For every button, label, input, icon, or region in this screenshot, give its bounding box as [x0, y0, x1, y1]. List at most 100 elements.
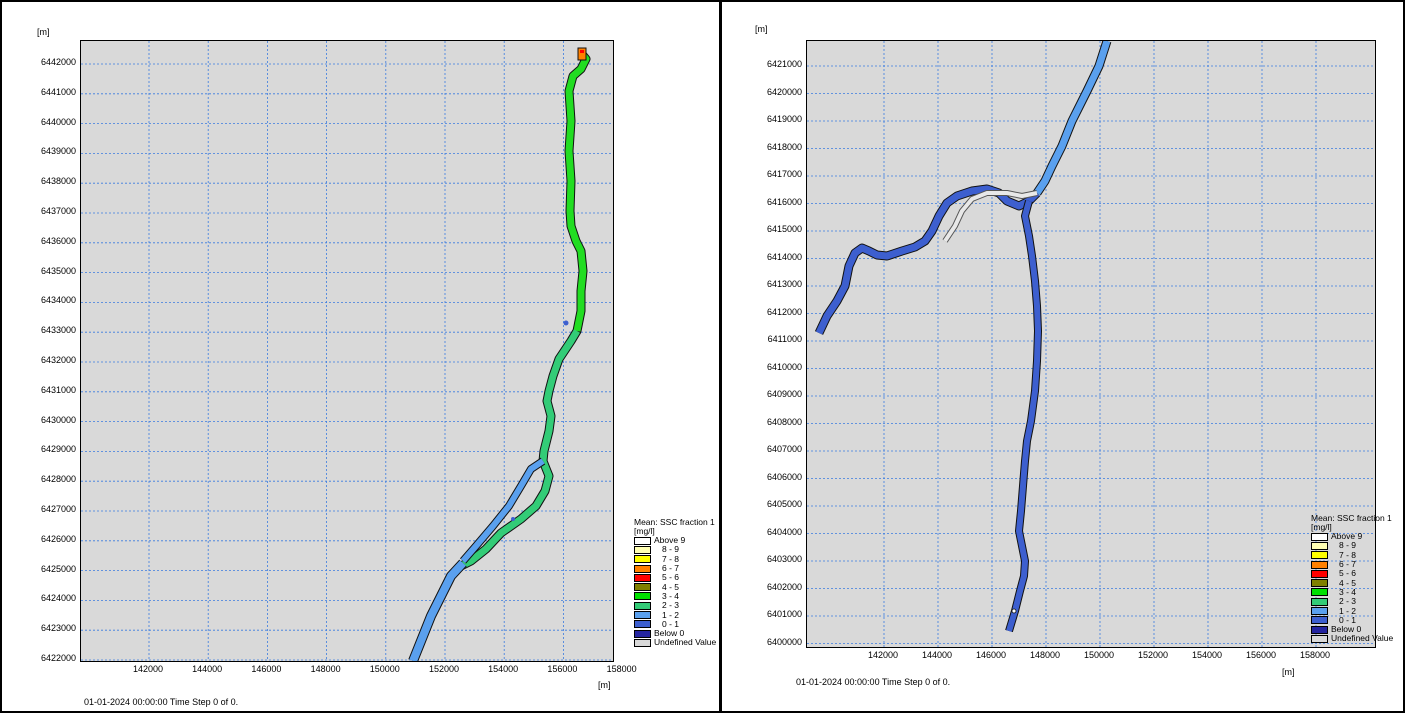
- legend-swatch: [634, 564, 651, 573]
- legend-item: Undefined Value: [634, 638, 716, 647]
- legend-label: Above 9: [1331, 531, 1363, 542]
- legend-item: 7 - 8: [1311, 549, 1393, 560]
- y-tick-label: 6432000: [40, 355, 76, 365]
- legend-item: Undefined Value: [1311, 634, 1393, 643]
- y-tick-label: 6429000: [40, 444, 76, 455]
- y-tick-label: 6414000: [766, 251, 802, 262]
- map-panel-left: [m] 6442000 6441000 6440000 6439000 6438000 6…: [0, 0, 721, 713]
- y-tick-label: 6404000: [766, 526, 802, 537]
- legend-item: 7 - 8: [634, 554, 716, 564]
- legend-item: Below 0: [1311, 625, 1393, 634]
- x-tick-label: 158000: [606, 664, 637, 674]
- river-map-left: [81, 41, 613, 661]
- legend-swatch: [634, 592, 651, 601]
- y-tick-label: 6434000: [40, 295, 76, 306]
- y-tick-label: 6439000: [40, 146, 76, 157]
- legend-swatch: [1311, 560, 1328, 569]
- legend-item: Above 9: [1311, 532, 1393, 541]
- legend-label: 3 - 4: [1339, 586, 1357, 597]
- x-tick-label: 154000: [488, 664, 519, 674]
- legend-label: 6 - 7: [1339, 559, 1357, 570]
- legend-label: Below 0: [1331, 624, 1362, 635]
- y-unit-label: [m]: [37, 27, 50, 37]
- legend-label: 0 - 1: [1339, 614, 1357, 625]
- map-plot-right[interactable]: [806, 40, 1376, 648]
- legend-title: Mean: SSC fraction 1: [1311, 513, 1392, 523]
- y-tick-label: 6420000: [766, 86, 802, 97]
- x-tick-label: 152000: [1137, 650, 1169, 660]
- time-step-label: 01-01-2024 00:00:00 Time Step 0 of 0.: [84, 697, 239, 707]
- legend-swatch: [634, 536, 651, 545]
- x-tick-label: 154000: [1191, 650, 1223, 660]
- y-tick-label: 6436000: [40, 235, 76, 246]
- legend-unit: [mg/l]: [634, 526, 655, 536]
- legend-label: 7 - 8: [1339, 549, 1357, 560]
- legend-item: 4 - 5: [634, 581, 716, 592]
- legend-swatch: [1311, 607, 1328, 616]
- legend-label: Undefined Value: [1331, 633, 1394, 644]
- map-plot-left[interactable]: [80, 40, 614, 662]
- y-tick-label: 6418000: [766, 141, 802, 152]
- y-tick-label: 6407000: [766, 444, 802, 454]
- map-panel-right: [m] 6421000 6420000 6419000 6418000 6417000 6…: [720, 0, 1405, 713]
- y-tick-label: 6426000: [40, 533, 76, 544]
- x-unit-label: [m]: [1282, 667, 1295, 677]
- legend-title: Mean: SSC fraction 1: [634, 517, 715, 527]
- x-tick-label: 142000: [867, 650, 899, 660]
- legend-label: 1 - 2: [1339, 605, 1357, 616]
- legend-label: 2 - 3: [1339, 596, 1357, 607]
- legend-item: 3 - 4: [1311, 586, 1393, 597]
- y-tick-label: 6400000: [766, 636, 802, 647]
- legend-label: 8 - 9: [1339, 540, 1357, 551]
- legend-swatch: [1311, 588, 1328, 597]
- y-tick-label: 6424000: [40, 593, 76, 604]
- x-tick-label: 148000: [310, 664, 341, 674]
- legend-item: 4 - 5: [1311, 577, 1393, 588]
- y-tick-label: 6435000: [40, 265, 76, 276]
- x-tick-label: 146000: [251, 664, 282, 674]
- y-tick-label: 6402000: [766, 581, 802, 592]
- x-tick-label: 144000: [921, 650, 953, 660]
- legend-label: 1 - 2: [662, 609, 680, 620]
- legend-swatch: [634, 611, 651, 620]
- legend-label: 4 - 5: [662, 581, 680, 592]
- legend-item: 6 - 7: [1311, 560, 1393, 569]
- legend-item: 0 - 1: [1311, 614, 1393, 625]
- y-tick-label: 6433000: [40, 325, 76, 336]
- legend-label: 0 - 1: [662, 618, 680, 629]
- y-tick-label: 6431000: [40, 384, 76, 395]
- y-unit-label: [m]: [755, 24, 768, 34]
- y-tick-label: 6422000: [40, 653, 76, 663]
- y-tick-label: 6437000: [40, 206, 76, 216]
- legend-label: 4 - 5: [1339, 577, 1357, 588]
- y-tick-label: 6408000: [766, 416, 802, 427]
- legend-label: 2 - 3: [662, 600, 680, 611]
- y-tick-label: 6410000: [766, 361, 802, 372]
- y-tick-label: 6423000: [40, 623, 76, 634]
- y-tick-label: 6419000: [766, 114, 802, 124]
- legend-unit: [mg/l]: [1311, 522, 1332, 532]
- legend-swatch: [1311, 551, 1328, 560]
- legend-swatch: [1311, 634, 1328, 643]
- grid-right: [807, 41, 1375, 647]
- legend-swatch: [634, 638, 651, 647]
- legend-swatch: [1311, 616, 1328, 625]
- legend-swatch: [634, 601, 651, 610]
- legend-label: 5 - 6: [1339, 568, 1357, 579]
- legend-swatch: [1311, 541, 1328, 550]
- legend-swatch: [634, 573, 651, 582]
- y-tick-label: 6403000: [766, 554, 802, 564]
- legend-label: 8 - 9: [662, 544, 680, 555]
- y-tick-label: 6441000: [40, 86, 76, 97]
- x-tick-label: 150000: [369, 664, 400, 674]
- legend-label: Above 9: [654, 535, 686, 546]
- y-tick-label: 6411000: [767, 334, 802, 344]
- y-tick-label: 6421000: [766, 59, 802, 69]
- legend-item: 5 - 6: [1311, 569, 1393, 578]
- x-unit-label: [m]: [598, 680, 611, 690]
- legend-swatch: [1311, 579, 1328, 588]
- legend-item: 8 - 9: [634, 545, 716, 554]
- legend-swatch: [634, 620, 651, 629]
- y-tick-label: 6415000: [766, 224, 802, 234]
